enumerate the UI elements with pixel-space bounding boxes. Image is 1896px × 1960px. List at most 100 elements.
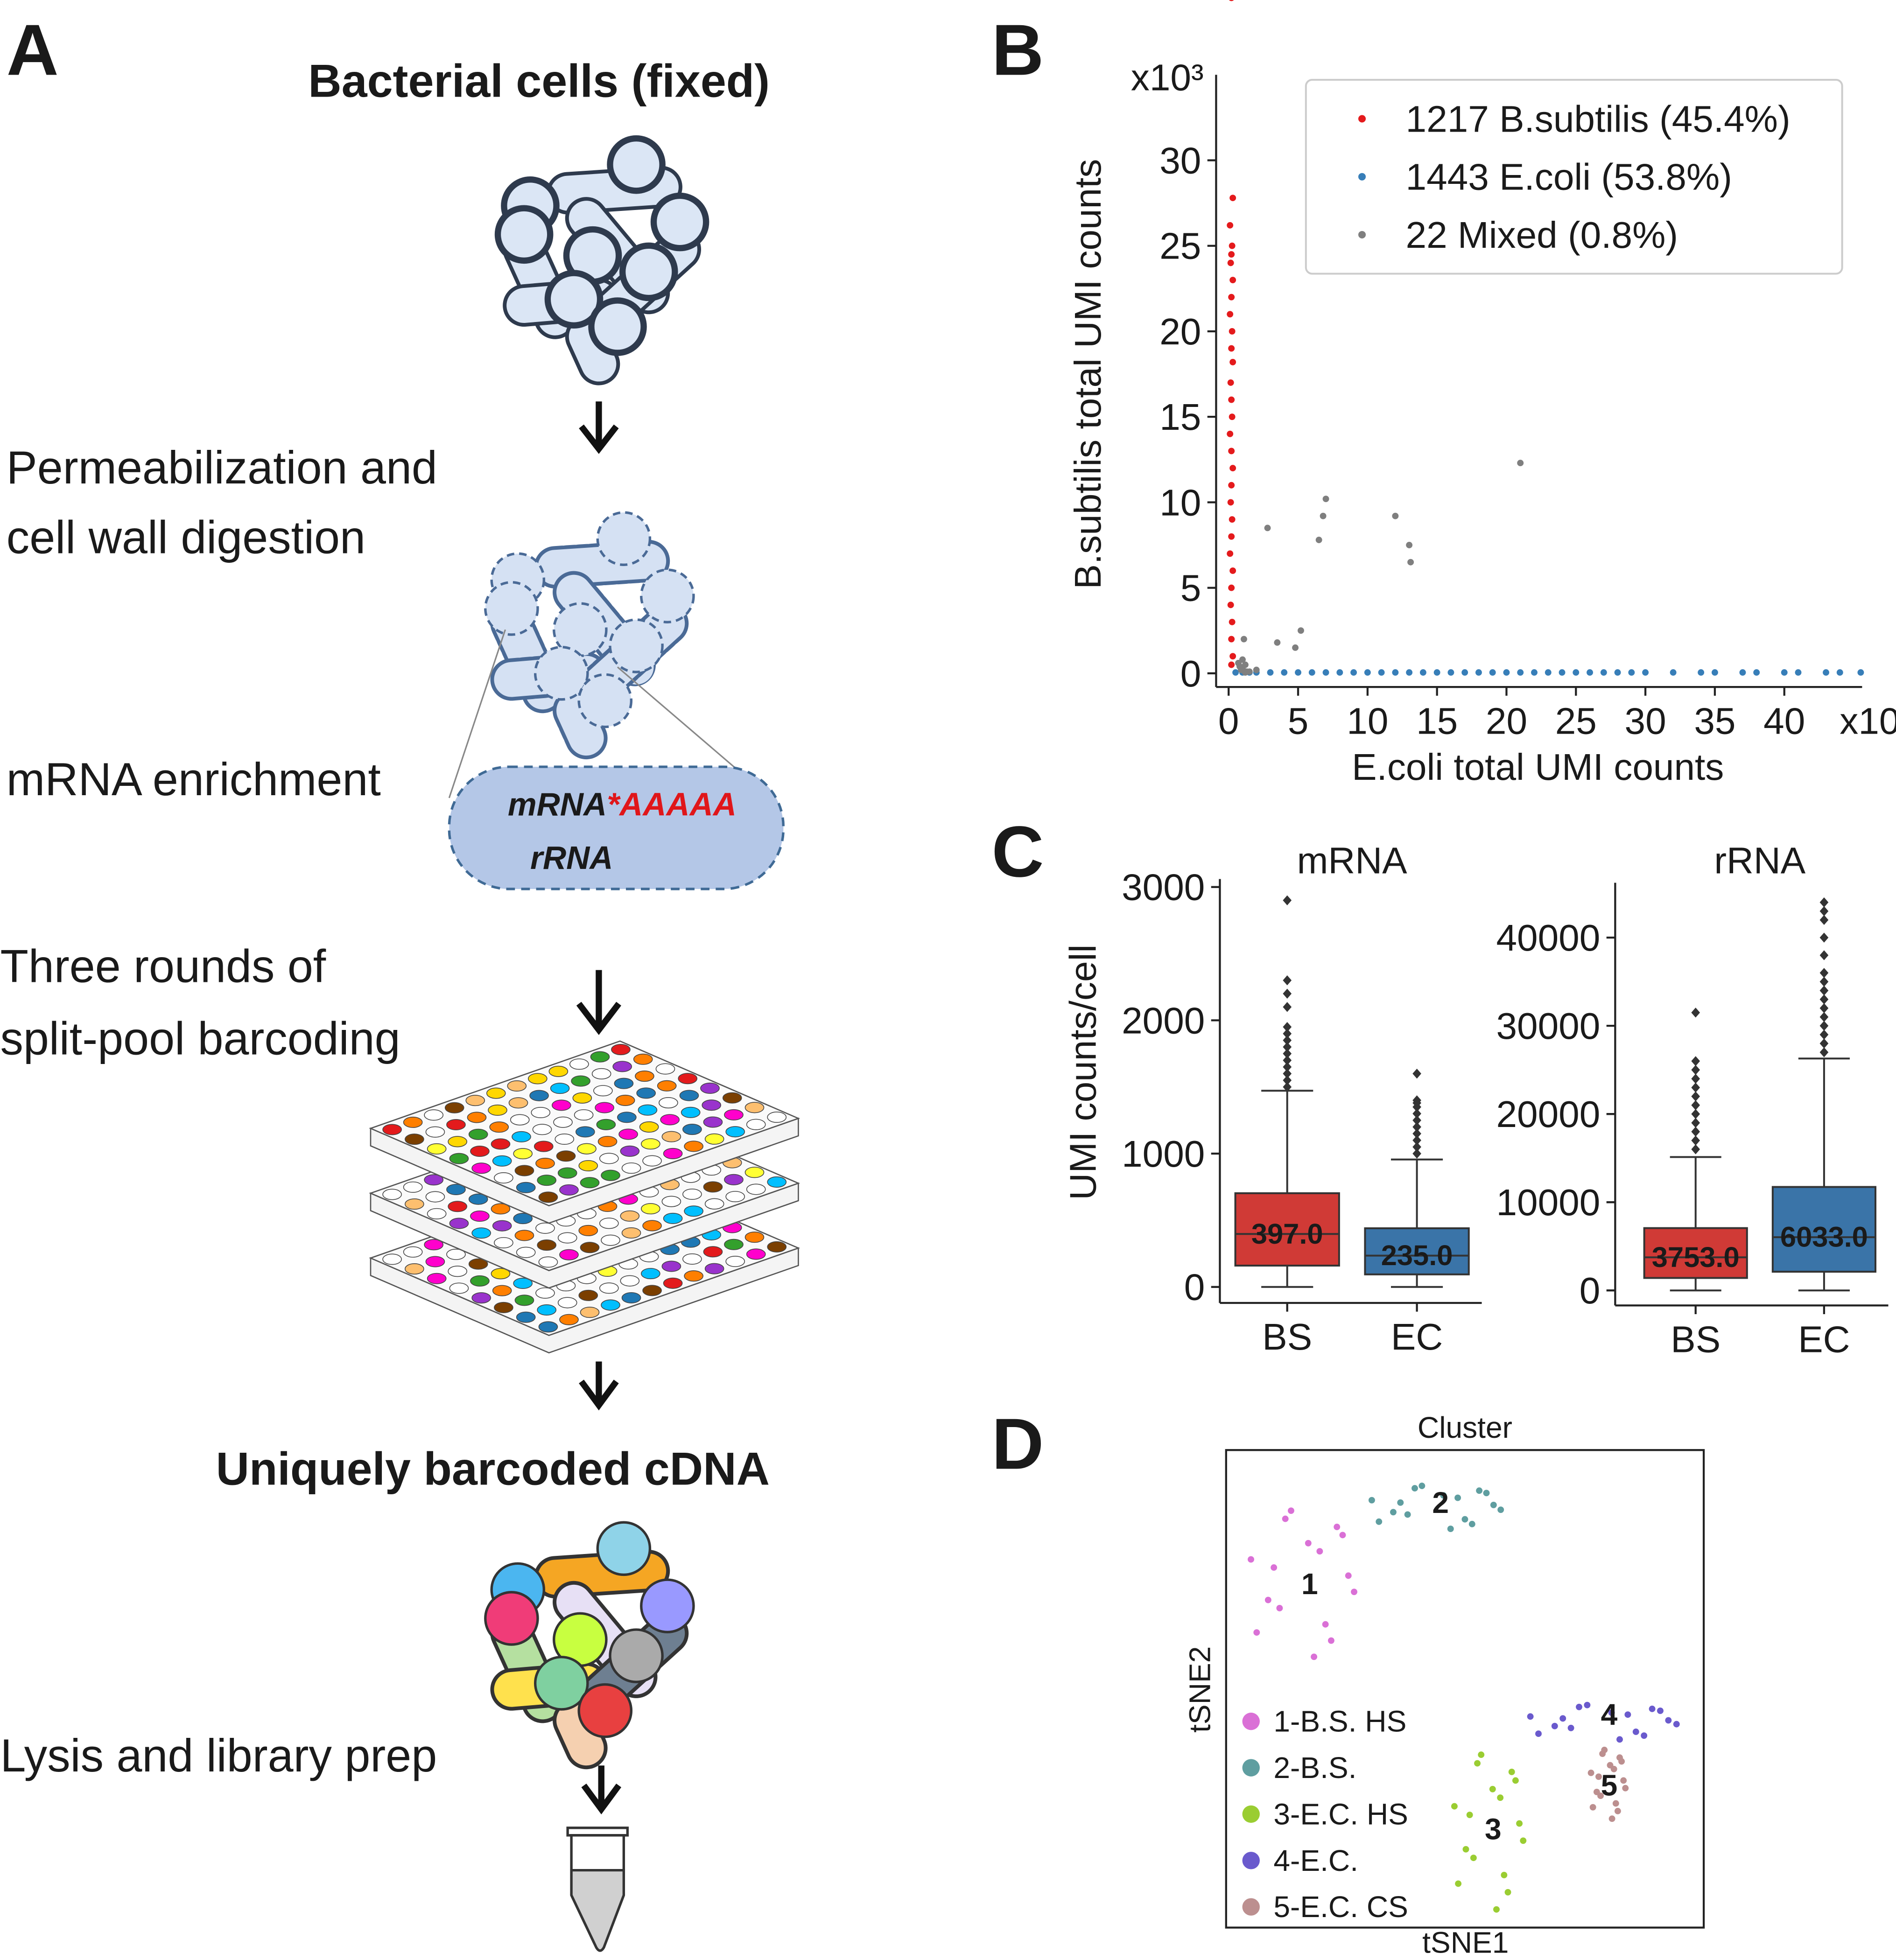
outlier bbox=[1283, 988, 1292, 999]
round-cell bbox=[619, 242, 678, 301]
well bbox=[601, 1299, 620, 1311]
point bbox=[1228, 345, 1235, 352]
box bbox=[1771, 1186, 1876, 1273]
well bbox=[491, 1203, 511, 1215]
well bbox=[449, 1218, 469, 1229]
panel-label: A bbox=[7, 9, 59, 90]
x-tick-label: 15 bbox=[1416, 700, 1458, 742]
outlier bbox=[1819, 932, 1829, 943]
point bbox=[1468, 1520, 1475, 1527]
point bbox=[1411, 1485, 1418, 1492]
point bbox=[1497, 1506, 1504, 1513]
well bbox=[508, 1097, 528, 1109]
point bbox=[1503, 669, 1510, 676]
x-tick-label: 40 bbox=[1763, 700, 1805, 742]
panel-label: B bbox=[992, 9, 1044, 90]
point bbox=[1228, 396, 1235, 403]
point bbox=[1567, 1724, 1574, 1731]
well bbox=[724, 1109, 744, 1120]
well bbox=[535, 1287, 555, 1299]
point bbox=[1229, 328, 1236, 335]
well bbox=[636, 1087, 656, 1099]
y-tick-label: 15 bbox=[1159, 396, 1201, 438]
outlier bbox=[1283, 1035, 1292, 1045]
point bbox=[1229, 465, 1236, 472]
point bbox=[1601, 1746, 1608, 1753]
outlier bbox=[1412, 1128, 1421, 1139]
plot-frame bbox=[1225, 1449, 1705, 1929]
point bbox=[1295, 669, 1301, 676]
point bbox=[1228, 661, 1235, 668]
round-cell bbox=[607, 135, 666, 194]
step-text: Three rounds of bbox=[0, 941, 326, 992]
point bbox=[1489, 669, 1496, 676]
point bbox=[1589, 1804, 1596, 1811]
outlier bbox=[1691, 1127, 1700, 1137]
outlier bbox=[1412, 1068, 1421, 1079]
step-text: Lysis and library prep bbox=[0, 1730, 437, 1781]
well bbox=[767, 1241, 787, 1253]
well bbox=[744, 1167, 765, 1178]
well bbox=[514, 1165, 534, 1176]
well bbox=[427, 1143, 447, 1155]
round-cell bbox=[544, 270, 604, 329]
well bbox=[403, 1116, 423, 1128]
well bbox=[580, 1307, 600, 1318]
point bbox=[1281, 669, 1288, 676]
point bbox=[1857, 669, 1864, 676]
well bbox=[641, 1268, 660, 1280]
chart-title: rRNA bbox=[1714, 840, 1805, 882]
rod-cell bbox=[556, 1703, 604, 1766]
point bbox=[1612, 1800, 1619, 1807]
well bbox=[405, 1263, 424, 1275]
point bbox=[1614, 1807, 1621, 1814]
round-cell bbox=[484, 581, 539, 636]
outlier bbox=[1283, 1049, 1292, 1059]
outlier bbox=[1819, 950, 1829, 960]
well bbox=[531, 1106, 551, 1119]
well bbox=[548, 1065, 569, 1077]
point bbox=[1315, 537, 1322, 543]
point bbox=[1520, 1837, 1527, 1844]
point bbox=[1641, 1732, 1648, 1739]
well bbox=[641, 1138, 660, 1150]
point bbox=[1483, 1490, 1490, 1497]
point bbox=[1229, 413, 1236, 420]
well bbox=[591, 1068, 611, 1079]
point bbox=[1461, 669, 1468, 676]
legend-marker bbox=[1358, 231, 1366, 238]
point bbox=[1608, 1815, 1615, 1822]
well bbox=[638, 1104, 658, 1116]
well bbox=[513, 1148, 533, 1160]
well bbox=[724, 1239, 744, 1250]
point bbox=[1288, 1507, 1294, 1514]
point bbox=[1476, 1487, 1483, 1494]
well bbox=[553, 1116, 573, 1128]
well bbox=[491, 1268, 511, 1280]
point bbox=[1228, 533, 1235, 540]
point bbox=[1227, 602, 1234, 609]
outlier bbox=[1283, 1075, 1292, 1085]
outlier bbox=[1412, 1142, 1421, 1152]
well bbox=[551, 1099, 571, 1111]
x-tick-label: 10 bbox=[1347, 700, 1388, 742]
well bbox=[446, 1119, 466, 1131]
well bbox=[489, 1121, 509, 1133]
well bbox=[571, 1075, 590, 1087]
round-cell bbox=[650, 192, 709, 252]
well bbox=[597, 1136, 618, 1148]
point bbox=[1753, 669, 1760, 676]
y-offset-label: x10³ bbox=[1131, 56, 1204, 98]
zoom-line bbox=[448, 629, 506, 798]
point bbox=[1253, 1629, 1260, 1636]
point bbox=[1241, 636, 1247, 643]
outlier bbox=[1412, 1148, 1421, 1159]
well bbox=[767, 1111, 787, 1123]
y-tick-label: 5 bbox=[1180, 567, 1201, 609]
point bbox=[1229, 277, 1236, 283]
well bbox=[448, 1266, 468, 1277]
outlier bbox=[1819, 906, 1829, 917]
well bbox=[661, 1196, 681, 1207]
legend-frame bbox=[1305, 78, 1843, 275]
